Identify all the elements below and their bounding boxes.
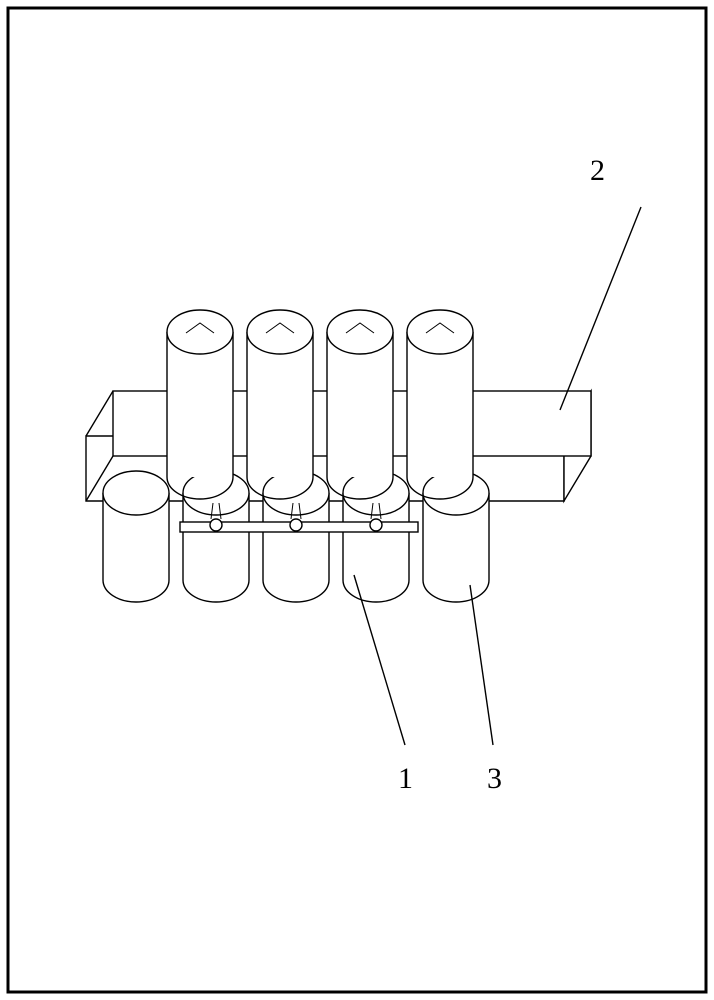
- bottom-roller-4-top-ellipse: [423, 471, 489, 515]
- bottom-roller-1-bottom-arc: [183, 580, 249, 602]
- label-3: 3: [487, 762, 502, 795]
- bottom-roller-2-top-ellipse: [263, 471, 329, 515]
- bottom-roller-3-top-ellipse: [343, 471, 409, 515]
- top-roller-3-top-ellipse: [407, 310, 473, 354]
- ring-2: [370, 519, 382, 531]
- bottom-roller-1-top-ellipse: [183, 471, 249, 515]
- label-3-leader: [470, 585, 493, 745]
- label-2-leader: [560, 207, 641, 410]
- top-roller-2-top-ellipse: [327, 310, 393, 354]
- bottom-roller-3-bottom-arc: [343, 580, 409, 602]
- top-roller-1-top-ellipse: [247, 310, 313, 354]
- label-1: 1: [398, 762, 413, 795]
- ring-0: [210, 519, 222, 531]
- bottom-roller-2-bottom-arc: [263, 580, 329, 602]
- diagram-canvas: 2 1 3: [0, 0, 714, 1000]
- label-1-leader: [354, 575, 405, 745]
- bottom-roller-row: [103, 471, 489, 602]
- plate-topleft-depth-edge: [86, 391, 113, 436]
- label-2: 2: [590, 154, 605, 187]
- top-roller-0-top-ellipse: [167, 310, 233, 354]
- bottom-roller-0-bottom-arc: [103, 580, 169, 602]
- bottom-roller-0-top-ellipse: [103, 471, 169, 515]
- bottom-roller-4-bottom-arc: [423, 580, 489, 602]
- ring-1: [290, 519, 302, 531]
